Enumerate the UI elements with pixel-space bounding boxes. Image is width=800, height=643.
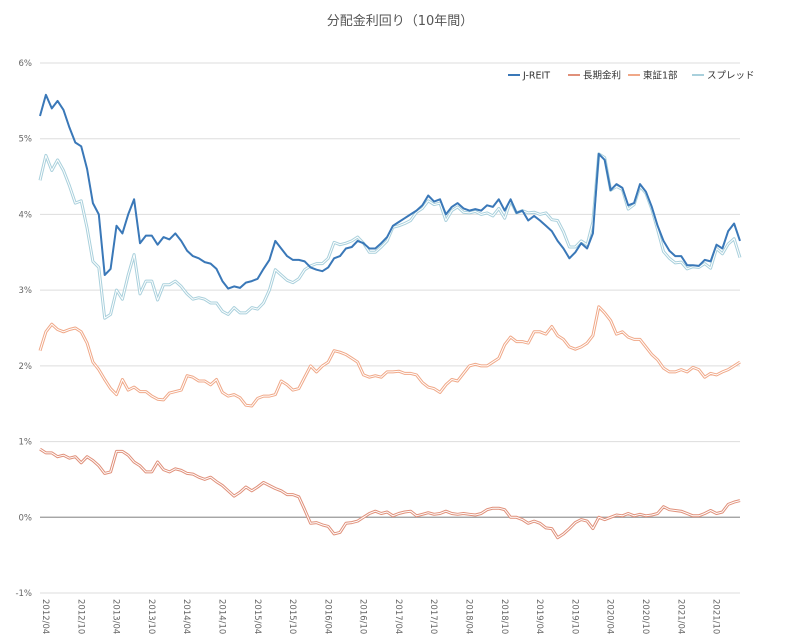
y-axis-tick-labels: -1% 0% 1% 2% 3% 4% 5% 6% xyxy=(15,59,32,599)
series-lines xyxy=(38,93,742,540)
x-tick-label: 2020/10 xyxy=(640,599,650,634)
x-tick-label: 2016/10 xyxy=(358,599,368,634)
legend-label: 東証1部 xyxy=(643,70,678,82)
x-tick-label: 2017/04 xyxy=(393,599,403,634)
legend-item-spread: スプレッド xyxy=(692,71,755,82)
y-tick-label: 6% xyxy=(19,59,33,69)
x-tick-label: 2012/10 xyxy=(75,599,85,634)
legend: J-REIT 長期金利 東証1部 スプレッド xyxy=(508,70,755,82)
grid-lines xyxy=(40,62,740,594)
series-line-inner-long-term-rate xyxy=(39,448,741,539)
x-axis-tick-labels: 2012/04 2012/10 2013/04 2013/10 2014/04 2014/… xyxy=(40,599,721,634)
legend-label: 長期金利 xyxy=(583,70,621,82)
x-tick-label: 2014/04 xyxy=(181,599,191,634)
x-tick-label: 2019/04 xyxy=(534,599,544,634)
legend-item-jreit: J-REIT xyxy=(508,71,550,82)
x-tick-label: 2013/10 xyxy=(146,599,156,634)
series-line-long-term-rate xyxy=(39,447,741,540)
x-tick-label: 2013/04 xyxy=(111,599,121,634)
x-tick-label: 2021/04 xyxy=(675,599,685,634)
y-tick-label: 4% xyxy=(19,210,33,220)
x-tick-label: 2016/04 xyxy=(322,599,332,634)
y-tick-label: 2% xyxy=(19,362,33,372)
x-tick-label: 2012/04 xyxy=(40,599,50,634)
series-line-jreit xyxy=(39,93,741,290)
x-tick-label: 2020/04 xyxy=(605,599,615,634)
x-tick-label: 2019/10 xyxy=(569,599,579,634)
y-tick-label: 5% xyxy=(19,135,33,145)
series-line-inner-tse1 xyxy=(39,306,741,407)
chart-title: 分配金利回り（10年間） xyxy=(327,13,474,29)
legend-label: J-REIT xyxy=(522,71,550,82)
x-tick-label: 2018/10 xyxy=(499,599,509,634)
y-tick-label: 3% xyxy=(19,286,33,296)
y-tick-label: 1% xyxy=(19,438,33,448)
x-tick-label: 2015/04 xyxy=(252,599,262,634)
legend-item-long-term-rate: 長期金利 xyxy=(568,70,621,82)
y-tick-label: 0% xyxy=(19,513,33,523)
x-tick-label: 2017/10 xyxy=(428,599,438,634)
x-tick-label: 2014/10 xyxy=(216,599,226,634)
x-tick-label: 2021/10 xyxy=(711,599,721,634)
x-tick-label: 2018/04 xyxy=(464,599,474,634)
x-tick-label: 2015/10 xyxy=(287,599,297,634)
legend-item-tse1: 東証1部 xyxy=(628,70,678,82)
legend-label: スプレッド xyxy=(707,71,755,82)
y-tick-label: -1% xyxy=(15,589,32,599)
